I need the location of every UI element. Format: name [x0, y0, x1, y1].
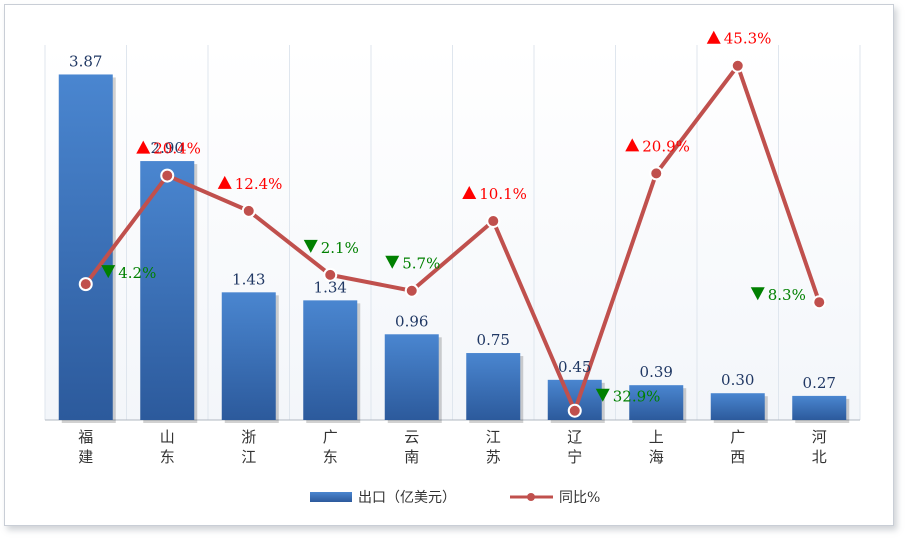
up-arrow-icon: [706, 30, 721, 44]
bar: [140, 161, 195, 421]
line-point: [730, 58, 745, 73]
bar: [710, 393, 765, 420]
line-value-text: 12.4%: [235, 175, 283, 193]
bar-value-label: 1.43: [232, 270, 265, 288]
bar-value-label: 0.75: [477, 331, 510, 349]
bar-value-label: 0.39: [640, 363, 673, 381]
bar: [466, 353, 521, 420]
line-value-label: 20.9%: [625, 137, 690, 155]
x-tick-label: 浙: [241, 428, 256, 446]
bar: [58, 74, 113, 420]
up-arrow-icon: [136, 140, 151, 154]
down-arrow-icon: [101, 265, 116, 279]
x-tick-label: 福: [78, 428, 93, 446]
line-point: [241, 203, 256, 218]
line-value-label: 2.1%: [303, 239, 359, 257]
legend-line-label: 同比%: [559, 490, 600, 506]
bar: [629, 385, 684, 420]
x-tick-label: 广: [730, 428, 745, 446]
x-tick-label: 东: [323, 448, 338, 466]
up-arrow-icon: [625, 138, 640, 152]
x-tick-label: 东: [160, 448, 175, 466]
x-tick-label: 河: [812, 428, 827, 446]
up-arrow-icon: [217, 175, 232, 189]
x-tick-label: 云: [404, 428, 419, 446]
line-value-text: 45.3%: [724, 30, 772, 48]
x-tick-label: 北: [812, 448, 827, 466]
line-value-label: 5.7%: [385, 255, 440, 273]
down-arrow-icon: [595, 388, 610, 402]
line-value-label: 32.9%: [595, 388, 661, 406]
legend: 出口（亿美元） 同比%: [310, 490, 600, 506]
line-value-label: 10.1%: [462, 185, 527, 203]
up-arrow-icon: [462, 186, 477, 200]
x-tick-label: 建: [78, 448, 93, 466]
line-value-label: 12.4%: [217, 175, 283, 193]
bar-value-label: 0.96: [395, 312, 428, 330]
legend-line-marker: [527, 493, 535, 501]
line-value-text: 2.1%: [321, 239, 359, 257]
line-value-text: 4.2%: [118, 264, 156, 282]
line-point: [812, 295, 827, 310]
down-arrow-icon: [303, 239, 318, 253]
down-arrow-icon: [750, 287, 765, 301]
bar: [303, 300, 358, 420]
line-point: [323, 267, 338, 282]
bar-value-label: 1.34: [314, 278, 347, 296]
line-point: [404, 283, 419, 298]
line-value-text: 10.1%: [479, 185, 527, 203]
bar-value-label: 3.87: [69, 52, 102, 70]
x-tick-label: 上: [649, 428, 664, 446]
line-point: [567, 403, 582, 418]
bar-value-label: 0.27: [803, 374, 836, 392]
line-value-text: 5.7%: [402, 255, 440, 273]
line-value-text: 32.9%: [613, 388, 661, 406]
x-tick-label: 辽: [567, 428, 582, 446]
x-tick-label: 宁: [567, 448, 582, 466]
bar: [221, 292, 276, 420]
bar: [384, 334, 439, 420]
x-tick-label: 山: [160, 428, 175, 446]
x-tick-label: 苏: [486, 448, 501, 466]
legend-bar-label: 出口（亿美元）: [358, 490, 456, 506]
line-value-text: 8.3%: [768, 286, 806, 304]
line-point: [160, 168, 175, 183]
x-tick-label: 海: [649, 448, 664, 466]
chart-svg: 3.87 2.90 1.43 1.34 0.96 0.75 0.45 0.39 0.30 0.27…: [44, 30, 861, 506]
legend-bar-swatch: [310, 492, 352, 502]
bar: [792, 395, 847, 420]
line-value-text: 20.9%: [642, 137, 690, 155]
line-value-label: 4.2%: [101, 264, 156, 282]
line-value-label: 45.3%: [706, 30, 772, 48]
chart-frame: 3.87 2.90 1.43 1.34 0.96 0.75 0.45 0.39 0.30 0.27…: [4, 4, 894, 526]
x-tick-label: 西: [730, 448, 745, 466]
down-arrow-icon: [385, 255, 400, 269]
x-tick-label: 广: [323, 428, 338, 446]
x-tick-label: 江: [486, 428, 501, 446]
bar-value-label: 0.45: [558, 358, 591, 376]
bar-value-label: 0.30: [721, 371, 754, 389]
line-value-label: 20.4%: [136, 140, 201, 158]
line-point: [78, 277, 93, 292]
x-tick-label: 江: [241, 448, 256, 466]
line-value-label: 8.3%: [750, 286, 806, 304]
x-tick-label: 南: [404, 448, 419, 466]
line-value-text: 20.4%: [153, 140, 201, 158]
bar-value-label: 2.90: [151, 139, 184, 157]
series-line: [84, 63, 822, 413]
line-point: [486, 214, 501, 229]
line-point: [649, 166, 664, 181]
